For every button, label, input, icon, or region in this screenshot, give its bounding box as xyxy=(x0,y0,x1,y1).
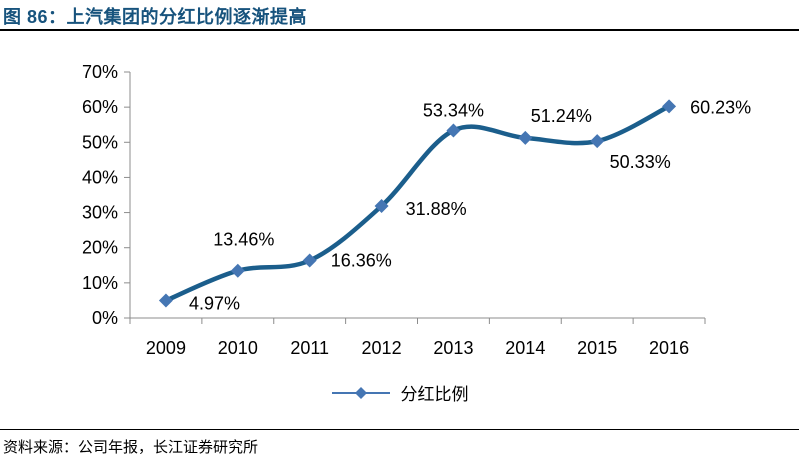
y-tick-label: 10% xyxy=(82,273,118,293)
data-point-label: 31.88% xyxy=(406,199,467,219)
y-tick-label: 60% xyxy=(82,97,118,117)
legend-line-marker-icon xyxy=(331,386,390,399)
data-point-marker xyxy=(446,123,461,138)
y-tick-label: 50% xyxy=(82,132,118,152)
data-point-marker xyxy=(302,253,317,268)
footer-divider xyxy=(0,429,799,430)
x-tick-label: 2011 xyxy=(290,338,329,358)
y-tick-label: 70% xyxy=(82,62,118,82)
data-point-marker xyxy=(518,130,533,145)
data-point-label: 51.24% xyxy=(531,106,592,126)
data-point-marker xyxy=(158,293,173,308)
x-tick-label: 2014 xyxy=(505,338,545,358)
source-note: 资料来源：公司年报，长江证券研究所 xyxy=(3,439,259,456)
data-point-marker xyxy=(374,198,389,213)
y-tick-label: 30% xyxy=(82,203,118,223)
title-divider xyxy=(0,29,799,31)
data-point-label: 53.34% xyxy=(423,101,484,121)
data-point-label: 50.33% xyxy=(610,152,671,172)
y-tick-label: 40% xyxy=(82,167,118,187)
data-point-marker xyxy=(590,134,605,149)
series-markers xyxy=(158,99,677,308)
x-tick-label: 2015 xyxy=(577,338,617,358)
axes xyxy=(124,71,706,324)
data-point-marker xyxy=(230,263,245,278)
x-tick-label: 2010 xyxy=(218,338,258,358)
y-tick-label: 20% xyxy=(82,238,118,258)
x-tick-label: 2009 xyxy=(146,338,186,358)
data-point-label: 16.36% xyxy=(331,251,392,271)
chart-legend: 分红比例 xyxy=(0,380,799,405)
x-tick-label: 2013 xyxy=(433,338,473,358)
data-point-label: 13.46% xyxy=(213,230,274,250)
series-line xyxy=(163,104,672,303)
data-point-label: 4.97% xyxy=(189,294,240,314)
figure-title: 图 86：上汽集团的分红比例逐渐提高 xyxy=(3,7,308,27)
legend-label: 分红比例 xyxy=(400,385,469,404)
x-tick-label: 2016 xyxy=(649,338,689,358)
dividend-ratio-line-chart: 0% 10% 20% 30% 40% 50% 60% 70% 2009 2010 2011 2012 2… xyxy=(82,62,751,358)
data-point-marker xyxy=(662,99,677,114)
data-point-label: 60.23% xyxy=(690,97,751,117)
y-tick-label: 0% xyxy=(92,308,118,328)
data-labels: 4.97% 13.46% 16.36% 31.88% 53.34% 51.24% 50.33… xyxy=(189,97,751,313)
x-tick-label: 2012 xyxy=(362,338,402,358)
tick-labels: 0% 10% 20% 30% 40% 50% 60% 70% 2009 2010 2011 2012 2… xyxy=(82,62,689,358)
